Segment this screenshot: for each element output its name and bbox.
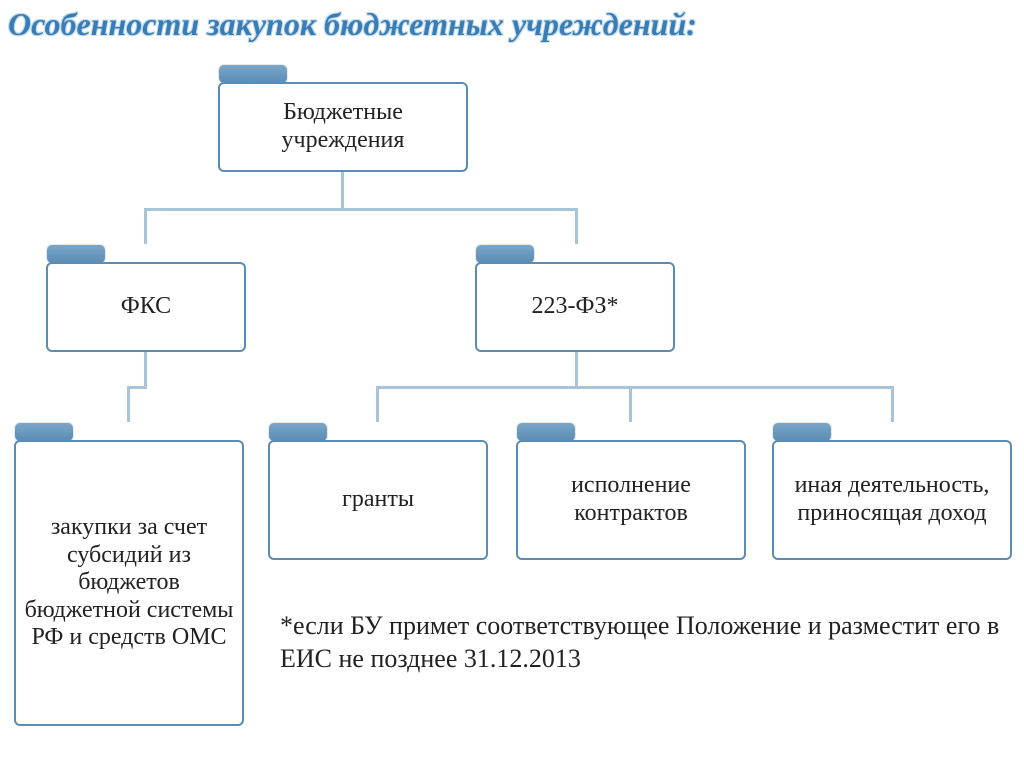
node-label: иная деятельность, приносящая доход bbox=[782, 472, 1002, 527]
connector bbox=[575, 208, 578, 244]
node-label: гранты bbox=[342, 486, 414, 514]
node-other-activity: иная деятельность, приносящая доход bbox=[772, 440, 1012, 560]
page-title: Особенности закупок бюджетных учреждений… bbox=[8, 6, 697, 43]
connector bbox=[341, 172, 344, 208]
connector bbox=[144, 208, 578, 211]
node-fz223: 223-ФЗ* bbox=[475, 262, 675, 352]
connector bbox=[376, 386, 894, 389]
node-subsidies: закупки за счет субсидий из бюджетов бюд… bbox=[14, 440, 244, 726]
connector bbox=[629, 386, 632, 422]
node-tab bbox=[475, 244, 535, 264]
node-root: Бюджетные учреждения bbox=[218, 82, 468, 172]
node-tab bbox=[516, 422, 576, 442]
node-tab bbox=[268, 422, 328, 442]
node-fks: ФКС bbox=[46, 262, 246, 352]
connector bbox=[127, 386, 147, 389]
node-tab bbox=[14, 422, 74, 442]
connector bbox=[127, 386, 130, 422]
connector bbox=[376, 386, 379, 422]
footnote: *если БУ примет соответствующее Положени… bbox=[280, 610, 1000, 675]
node-tab bbox=[46, 244, 106, 264]
connector bbox=[891, 386, 894, 422]
node-label: 223-ФЗ* bbox=[532, 293, 619, 321]
node-grants: гранты bbox=[268, 440, 488, 560]
node-contracts: исполнение контрактов bbox=[516, 440, 746, 560]
node-tab bbox=[218, 64, 288, 84]
node-label: исполнение контрактов bbox=[526, 472, 736, 527]
connector bbox=[144, 352, 147, 386]
node-label: ФКС bbox=[121, 293, 171, 321]
connector bbox=[144, 208, 147, 244]
node-label: Бюджетные учреждения bbox=[228, 99, 458, 154]
node-label: закупки за счет субсидий из бюджетов бюд… bbox=[24, 514, 234, 652]
node-tab bbox=[772, 422, 832, 442]
connector bbox=[575, 352, 578, 386]
